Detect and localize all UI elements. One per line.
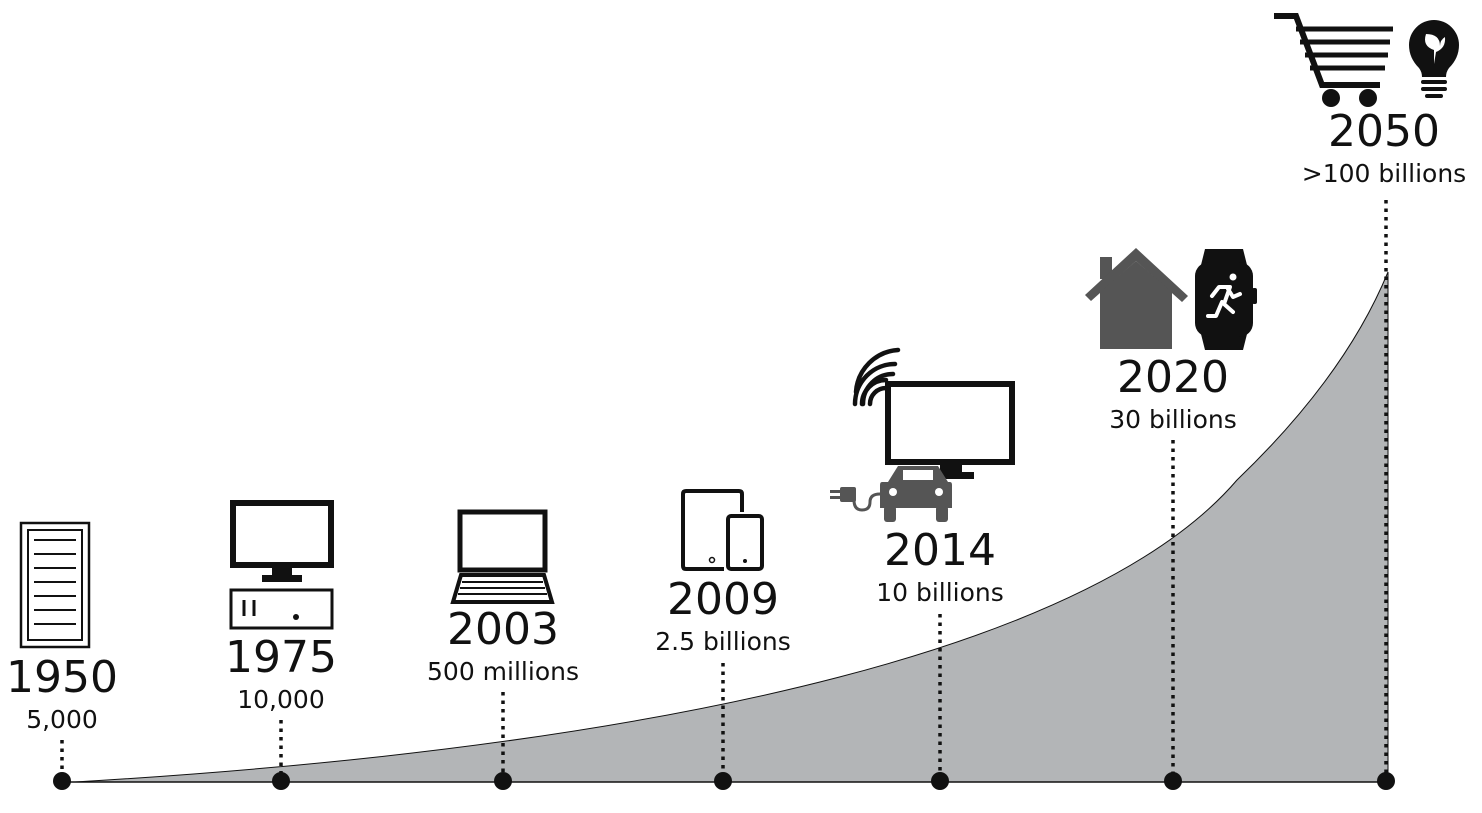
milestone-2003: 2003 500 millions [403, 604, 603, 686]
year-label: 2020 [1117, 352, 1229, 403]
dot-1950 [53, 772, 71, 790]
smartwatch-icon [1195, 249, 1257, 350]
year-label: 1975 [225, 632, 337, 683]
milestone-2050: 2050 >100 billions [1286, 106, 1482, 188]
dot-2014 [931, 772, 949, 790]
device-count: 30 billions [1109, 405, 1237, 434]
wifi-icon [852, 347, 901, 407]
device-count: 10 billions [876, 578, 1004, 607]
milestone-1975: 1975 10,000 [211, 632, 351, 714]
eco-lightbulb-icon [1409, 20, 1459, 98]
smartphone-icon [726, 514, 764, 571]
desktop-computer-icon [229, 500, 334, 630]
electric-car-icon [830, 466, 952, 522]
smart-tv-icon [885, 381, 1015, 479]
dot-2050 [1377, 772, 1395, 790]
milestone-1950: 1950 5,000 [2, 652, 122, 734]
runner-icon [1206, 273, 1242, 318]
device-count: 10,000 [237, 685, 325, 714]
shopping-cart-icon [1274, 13, 1393, 107]
mainframe-rack-icon [19, 521, 91, 649]
device-count: 2.5 billions [655, 627, 791, 656]
dot-1975 [272, 772, 290, 790]
timeline-dots [53, 772, 1395, 790]
year-label: 2003 [447, 604, 559, 655]
dot-2009 [714, 772, 732, 790]
growth-curve-area [74, 271, 1389, 783]
tablet-smartphone-group [681, 489, 764, 571]
milestone-2009: 2009 2.5 billions [623, 574, 823, 656]
milestone-2014: 2014 10 billions [840, 525, 1040, 607]
connectors [60, 200, 1388, 775]
device-count: 5,000 [26, 705, 98, 734]
smart-home-icon [1085, 248, 1188, 349]
dot-2020 [1164, 772, 1182, 790]
year-label: 2014 [884, 525, 996, 576]
device-count: >100 billions [1301, 159, 1467, 188]
year-label: 1950 [6, 652, 118, 703]
tablet-icon [681, 489, 744, 571]
year-label: 2009 [667, 574, 779, 625]
year-label: 2050 [1328, 106, 1440, 157]
laptop-icon [450, 509, 555, 604]
milestone-2020: 2020 30 billions [1073, 352, 1273, 434]
device-count: 500 millions [427, 657, 579, 686]
dot-2003 [494, 772, 512, 790]
